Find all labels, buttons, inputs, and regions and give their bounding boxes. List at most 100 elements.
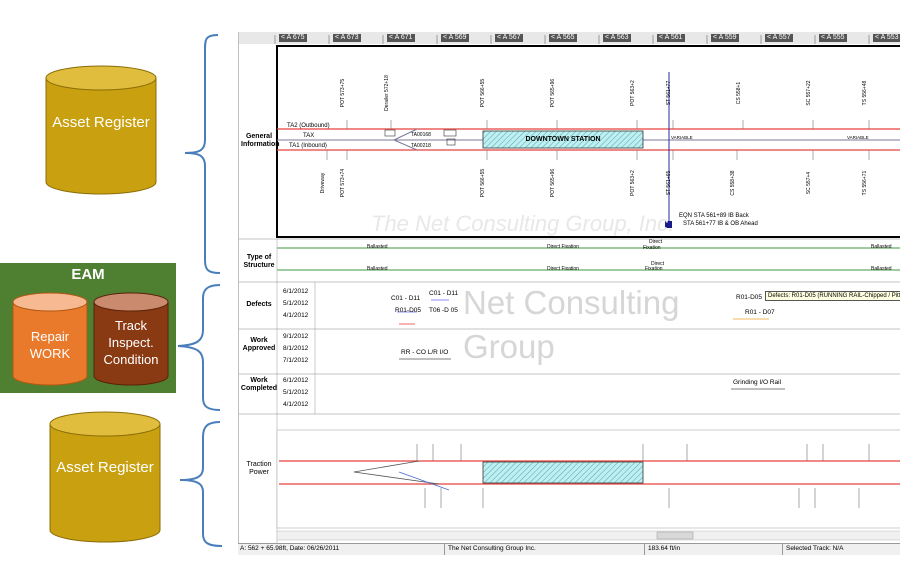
switch-box-2 <box>443 129 457 137</box>
horizontal-scrollbar <box>276 530 900 541</box>
track-label-tax: TAX <box>303 133 315 139</box>
upper-post-label: SC 557+22 <box>806 80 812 106</box>
switch-box-1 <box>384 129 396 137</box>
ballasted-2a: Ballasted <box>367 266 388 272</box>
ballasted-2b: Ballasted <box>871 266 892 272</box>
top-watermark: The Net Consulting Group, Inc. <box>371 211 675 236</box>
left-annotation-graphics <box>0 34 223 547</box>
downtown-station-platform <box>482 130 644 149</box>
ruler-station-label: < A 563 <box>603 34 631 42</box>
completed-date-2: 5/1/2012 <box>283 389 309 396</box>
traction-platform <box>482 461 644 484</box>
traction-ticks <box>416 444 870 508</box>
ruler-ticks <box>274 35 870 44</box>
eqn-text-2: STA 561+77 IB & OB Ahead <box>683 221 758 227</box>
switch-box-3 <box>446 138 456 146</box>
station-name: DOWNTOWN STATION <box>525 136 601 143</box>
status-scale: 183.64 ft/in <box>648 545 681 552</box>
ruler-station-label: < A 565 <box>549 34 577 42</box>
crossover-2 <box>393 139 418 151</box>
approved-work-item[interactable]: RR - CO L/R I/O <box>401 349 449 356</box>
brace-bottom <box>179 421 223 547</box>
fixation-label-2: Fixation <box>645 266 663 272</box>
upper-post-label: POT 566+55 <box>480 78 486 108</box>
defect-item[interactable]: C01 - D11 <box>391 295 421 302</box>
upper-post-label: POT 573+75 <box>340 78 346 108</box>
fixation-label-1: Fixation <box>643 245 661 251</box>
eqn-marker <box>665 221 672 228</box>
lower-post-label: POT 565+96 <box>550 168 556 198</box>
direct-fixation-1: Direct Fixation <box>547 244 579 250</box>
direct-label-1: Direct <box>649 239 663 245</box>
completed-work-item[interactable]: Grinding I/O Rail <box>733 379 782 386</box>
repair-work-label: Repair WORK <box>29 329 71 361</box>
eam-title: EAM <box>71 266 105 283</box>
brace-middle <box>177 284 221 411</box>
ruler-station-label: < A 559 <box>711 34 739 42</box>
switch-label-2: TA00218 <box>411 143 431 149</box>
lower-post-label: SC 557+4 <box>806 171 812 195</box>
ballasted-1a: Ballasted <box>367 244 388 250</box>
status-position: A: 562 + 65.98ft, Date: 06/26/2011 <box>240 545 340 552</box>
upper-post-label: TS 556+48 <box>862 80 868 106</box>
brace-top <box>184 34 221 274</box>
lower-post-label: CS 558+38 <box>730 170 736 196</box>
lower-post-label: ST 561+65 <box>666 170 672 196</box>
ruler-station-label: < A 553 <box>873 34 900 42</box>
approved-date-1: 9/1/2012 <box>283 333 309 340</box>
lower-post-label: Driveway <box>320 172 326 194</box>
ruler-station-label: < A 561 <box>657 34 685 42</box>
track-inspect-label: Track Inspect. Condition <box>103 318 159 367</box>
ruler-station-label: < A 673 <box>333 34 361 42</box>
track-label-ta1: TA1 (Inbound) <box>289 143 327 149</box>
ruler-station-label: < A 567 <box>495 34 523 42</box>
upper-post-label: CS 558+1 <box>736 81 742 105</box>
defect-item[interactable]: C01 - D11 <box>429 290 459 297</box>
upper-post-label: POT 563+2 <box>630 80 636 106</box>
ruler-station-label: < A 555 <box>819 34 847 42</box>
track-label-ta2: TA2 (Outbound) <box>287 123 330 129</box>
switch-label-1: TA00168 <box>411 132 431 138</box>
defect-date-3: 4/1/2012 <box>283 312 309 319</box>
scrollbar-thumb <box>656 531 694 540</box>
approved-date-3: 7/1/2012 <box>283 357 309 364</box>
row-label-work-approved: Work Approved <box>242 337 276 352</box>
lower-post-label: POT 573+74 <box>340 168 346 198</box>
row-label-structure: Type of Structure <box>243 254 275 269</box>
status-bar: A: 562 + 65.98ft, Date: 06/26/2011 The N… <box>238 543 900 555</box>
status-company: The Net Consulting Group Inc. <box>448 545 536 552</box>
asset-register-top-label: Asset Register <box>52 114 150 131</box>
status-selected-track: Selected Track: N/A <box>786 545 844 552</box>
row-label-general: General Information <box>241 133 280 148</box>
asset-register-bottom-cylinder <box>49 411 161 543</box>
watermark-line1: Net Consulting <box>463 284 680 321</box>
defect-item[interactable]: R01-D05 <box>395 307 422 314</box>
lower-post-label: POT 566+55 <box>480 168 486 198</box>
defect-item[interactable]: R01 - D07 <box>745 309 775 316</box>
track-inspect-cylinder <box>93 292 169 386</box>
direct-label-2: Direct <box>651 261 665 267</box>
completed-date-3: 4/1/2012 <box>283 401 309 408</box>
defect-item[interactable]: R01-D05 <box>736 294 763 301</box>
crossover-1 <box>393 128 418 141</box>
ruler-station-label: < A 569 <box>441 34 469 42</box>
ballasted-1b: Ballasted <box>871 244 892 250</box>
variable-right: VARIABLE <box>847 135 869 140</box>
lower-post-label: TS 556+71 <box>862 170 868 196</box>
variable-left: VARIABLE <box>671 135 693 140</box>
upper-post-label: ST 561+77 <box>666 80 672 106</box>
approved-date-2: 8/1/2012 <box>283 345 309 352</box>
row-label-defects: Defects <box>246 301 272 308</box>
asset-register-top-cylinder <box>45 65 157 195</box>
defect-item[interactable]: T06 -D 05 <box>429 307 458 314</box>
ruler-station-label: < A 675 <box>279 34 307 42</box>
completed-date-1: 6/1/2012 <box>283 377 309 384</box>
track-chart-viewer[interactable]: The Net Consulting Group, Inc. Net Consu… <box>238 32 900 553</box>
watermark-line2: Group <box>463 328 555 365</box>
ruler-station-label: < A 557 <box>765 34 793 42</box>
asset-register-bottom-label: Asset Register <box>56 459 154 476</box>
repair-work-cylinder <box>12 292 88 386</box>
upper-post-label: Derailer 572+18 <box>384 75 390 111</box>
eqn-text-1: EQN STA 561+89 IB Back <box>679 213 749 219</box>
ruler-station-label: < A 671 <box>387 34 415 42</box>
